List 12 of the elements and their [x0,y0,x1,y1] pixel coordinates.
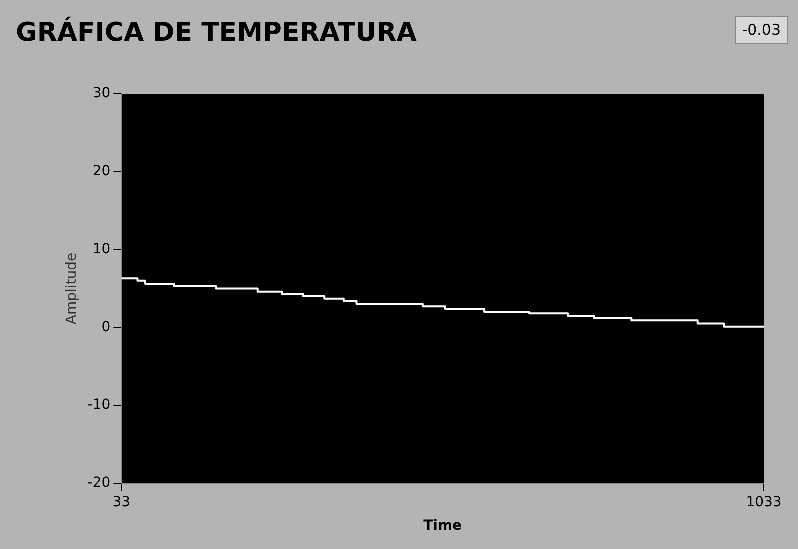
x-tick-label: 33 [112,494,131,510]
x-axis-title: Time [424,518,462,534]
y-tick-label: 10 [92,241,111,258]
y-tick-label: 0 [102,319,111,336]
y-tick-label: 30 [92,86,111,102]
text: -0.03 [735,16,788,44]
x-tick-label: 1033 [746,494,782,510]
chart-title: GRÁFICA DE TEMPERATURA [16,18,417,48]
y-tick-label: 20 [92,164,111,180]
y-tick-label: -10 [88,397,111,414]
y-tick-label: -20 [88,475,111,492]
y-axis-title: Amplitude [64,252,80,325]
